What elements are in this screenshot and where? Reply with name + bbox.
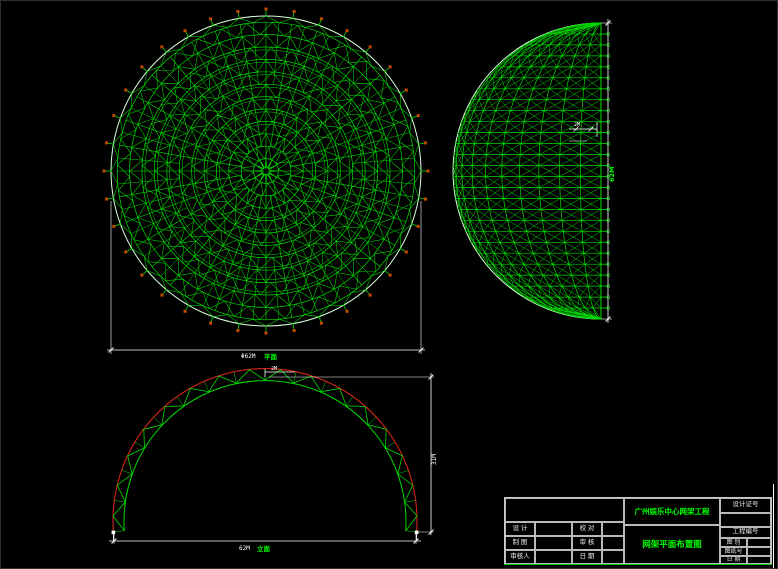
approver-label: 审核人 — [505, 550, 535, 564]
designer-value — [535, 522, 572, 536]
designer-label: 设 计 — [505, 522, 535, 536]
side-depth-dimension-text: 2M — [574, 122, 580, 128]
arch-truss-view — [111, 368, 419, 541]
drafter-value — [535, 536, 572, 550]
arch-apex-dimension-text: 2M — [271, 366, 277, 372]
checker-label: 校 对 — [572, 522, 602, 536]
plan-view — [102, 7, 430, 335]
dimension-lines — [107, 19, 612, 544]
certificate-no-label: 设计证号 — [720, 498, 771, 513]
drawing-category-value — [747, 538, 771, 547]
approver-value — [535, 550, 572, 564]
reviewer-label: 审 核 — [572, 536, 602, 550]
titleblock-blank-top — [505, 498, 624, 522]
arch-span-dimension-text: 62M — [239, 545, 250, 552]
side-elevation-view — [452, 22, 610, 320]
sheet-date-label: 日 期 — [720, 556, 747, 564]
drawing-no-value — [747, 547, 771, 556]
plan-view-caption: 平面 — [264, 353, 278, 361]
arch-radius-dimension-text: 31M — [431, 454, 438, 465]
plan-dimension-text: Φ62M — [241, 353, 256, 360]
reviewer-value — [602, 536, 624, 550]
title-block: 设 计 校 对 制 图 审 核 审核人 日 期 广州娱乐中心网架工程 网架平面布… — [504, 497, 772, 565]
sheet-border-line — [773, 484, 774, 568]
drawing-category-label: 图 别 — [720, 538, 747, 547]
project-no-label: 工程编号 — [720, 527, 771, 538]
certificate-no-value — [720, 513, 771, 527]
side-height-dimension-text: 62M — [608, 166, 616, 182]
arch-view-caption: 立面 — [257, 544, 271, 553]
date-value — [602, 550, 624, 564]
drawing-title: 网架平面布置图 — [624, 525, 720, 564]
date-label: 日 期 — [572, 550, 602, 564]
project-name: 广州娱乐中心网架工程 — [624, 498, 720, 525]
checker-value — [602, 522, 624, 536]
sheet-date-value — [747, 556, 771, 564]
drawing-no-label: 图纸号 — [720, 547, 747, 556]
drafter-label: 制 图 — [505, 536, 535, 550]
